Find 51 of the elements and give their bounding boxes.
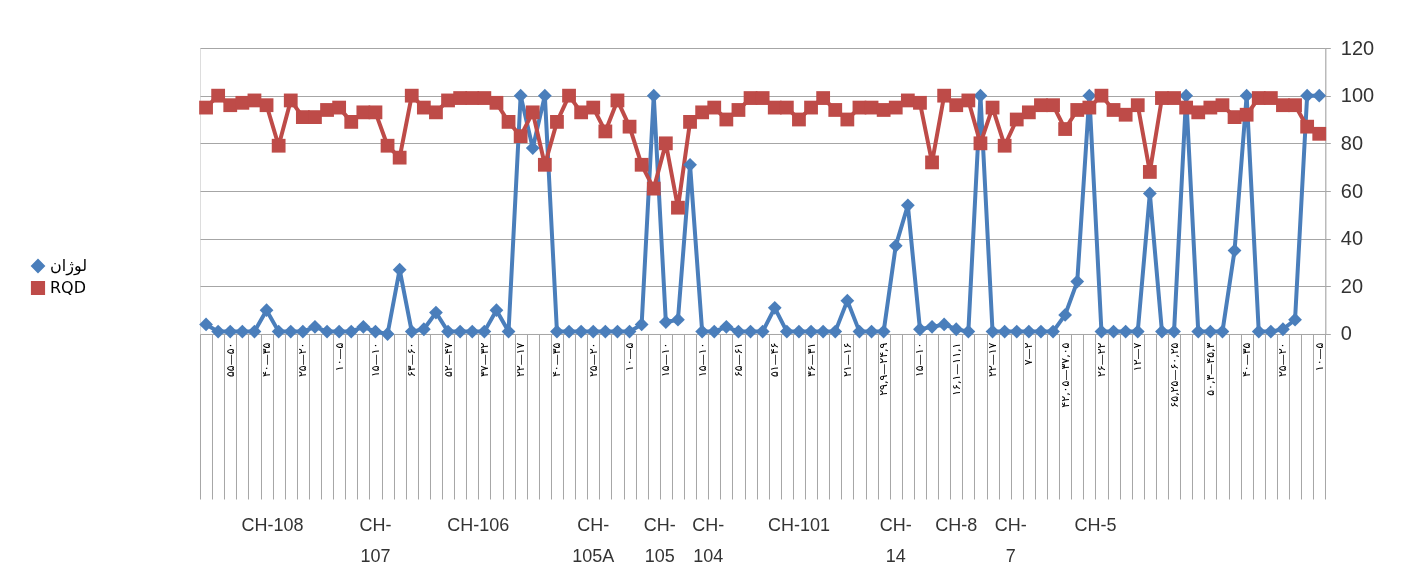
x-tick-label: ۲۵—۲۰ xyxy=(296,342,310,378)
text: CH-107 xyxy=(359,515,392,566)
x-tick-label: ۱۶,۱—۱۱,۱ xyxy=(949,342,963,396)
x-tick-label: ۲۲—۱۷ xyxy=(514,342,528,378)
legend-label: لوژان xyxy=(50,256,88,276)
x-tick-label: ۱۵—۱۰ xyxy=(913,342,927,378)
x-tick-label: ۴۰—۳۵ xyxy=(1240,342,1254,378)
text: CH-14 xyxy=(879,515,912,566)
y-tick-label: 100 xyxy=(1340,84,1375,107)
x-tick-label: ۵۰,۳—۴۵,۳ xyxy=(1203,342,1217,396)
x-tick-label: ۶۳—۶۰ xyxy=(405,342,419,378)
x-tick-label: ۲۵—۲۰ xyxy=(586,342,600,378)
legend-label: RQD xyxy=(50,278,86,297)
text: CH-104 xyxy=(692,515,725,566)
x-tick-label: ۱۰—۵ xyxy=(623,342,637,372)
x-tick-label: ۶۵,۲۵—۶۰,۲۵ xyxy=(1167,342,1181,408)
x-tick-label: ۵۵—۵۰ xyxy=(223,342,237,378)
y-tick-label: 120 xyxy=(1340,36,1375,59)
x-tick-label: ۲۵—۲۰ xyxy=(1276,342,1290,378)
x-tick-label: ۱۵—۱۰ xyxy=(659,342,673,378)
y-tick-label: 0 xyxy=(1340,322,1352,345)
x-tick-label: ۱۰—۵ xyxy=(332,342,346,372)
x-tick-label: ۲۶—۲۲ xyxy=(1094,342,1108,378)
x-tick-label: ۱۲—۷ xyxy=(1131,342,1145,372)
x-tick-label: ۶۵—۶۱ xyxy=(731,342,745,378)
x-tick-label: ۴۰—۳۵ xyxy=(260,342,274,378)
x-tick-label: ۵۲—۴۷ xyxy=(441,342,455,378)
text: CH-108 xyxy=(241,515,304,535)
x-tick-label: ۳۶—۳۱ xyxy=(804,342,818,378)
x-tick-label: ۱۵—۱۰ xyxy=(368,342,382,378)
x-tick-label: ۱۵—۱۰ xyxy=(695,342,709,378)
x-tick-label: ۳۷—۳۲ xyxy=(477,342,491,378)
x-tick-label: ۱۰—۵ xyxy=(1312,342,1326,372)
text: CH-105 xyxy=(643,515,676,566)
x-tick-label: ۴۰—۳۵ xyxy=(550,342,564,378)
x-tick-label: ۲۹,۹—۲۴,۹ xyxy=(877,342,891,396)
text: CH-101 xyxy=(767,515,830,535)
text: CH-8 xyxy=(935,515,978,535)
y-tick-label: 20 xyxy=(1340,274,1364,297)
x-tick-label: ۲۱—۱۶ xyxy=(840,342,854,378)
x-tick-label: ۵۱—۴۶ xyxy=(768,342,782,378)
y-tick-label: 60 xyxy=(1340,179,1364,202)
text: CH-5 xyxy=(1074,515,1117,535)
y-tick-label: 80 xyxy=(1340,131,1364,154)
text: CH-7 xyxy=(994,515,1027,566)
text: CH-105A xyxy=(572,515,615,566)
x-tick-label: ۲۲—۱۷ xyxy=(986,342,1000,378)
x-tick-label: ۴۲,۰۵—۳۷,۰۵ xyxy=(1058,342,1072,408)
y-tick-label: 40 xyxy=(1340,227,1364,250)
text: CH-106 xyxy=(447,515,510,535)
x-tick-label: ۷—۲ xyxy=(1022,342,1036,366)
